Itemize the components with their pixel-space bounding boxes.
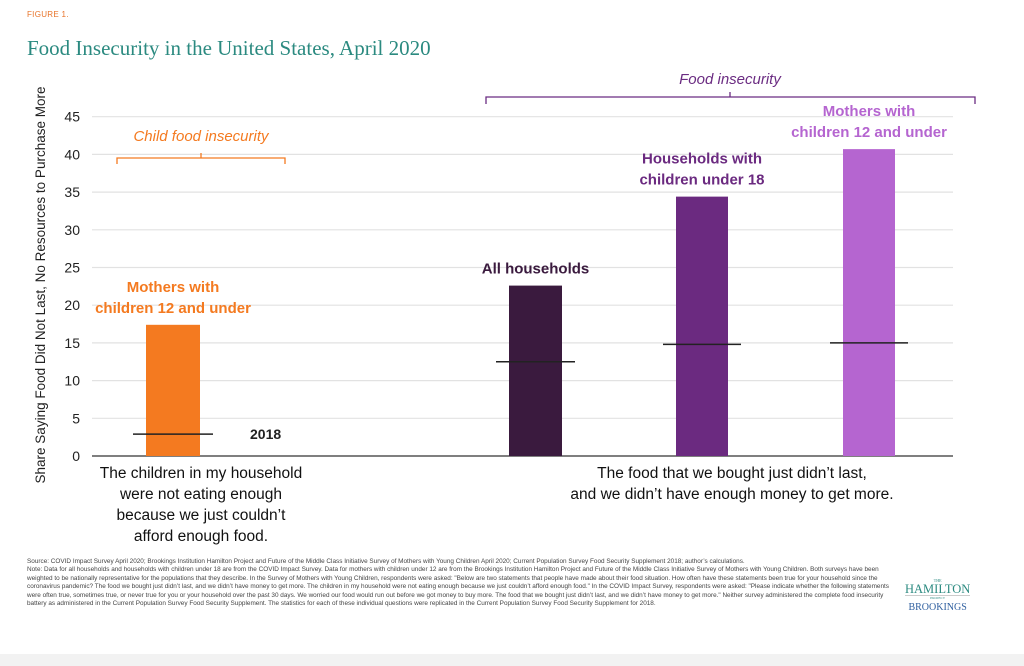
bar (146, 324, 200, 456)
category-label: The children in my household (100, 465, 302, 482)
reference-2018-label: 2018 (250, 426, 281, 442)
logo-project: PROJECT (930, 596, 946, 600)
y-tick-label: 30 (64, 222, 80, 238)
category-label: and we didn’t have enough money to get m… (570, 486, 893, 503)
y-axis-label: Share Saying Food Did Not Last, No Resou… (33, 87, 48, 484)
y-tick-label: 0 (72, 448, 80, 464)
category-label: afford enough food. (134, 528, 268, 545)
y-tick-label: 35 (64, 184, 80, 200)
y-tick-label: 45 (64, 109, 80, 125)
source-note: Source: COVID Impact Survey April 2020; … (27, 558, 745, 565)
bar (843, 149, 895, 456)
bar-label: Households with (642, 151, 762, 168)
bar-label: All households (482, 261, 590, 278)
bar (509, 285, 562, 456)
category-label: The food that we bought just didn’t last… (597, 465, 867, 482)
bracket-food-insecurity (485, 92, 976, 104)
figure-label: FIGURE 1. (27, 10, 69, 19)
chart-title: Food Insecurity in the United States, Ap… (27, 36, 431, 60)
y-tick-label: 40 (64, 146, 80, 162)
bar-label: Mothers with (127, 279, 220, 296)
y-tick-label: 10 (64, 373, 80, 389)
bar-chart: 0 5 10 15 20 25 30 35 40 45 Share Saying Food Did … (33, 71, 976, 545)
y-tick-label: 5 (72, 410, 80, 426)
category-label: were not eating enough (119, 486, 282, 503)
category-label: because we just couldn’t (117, 507, 287, 524)
bracket-label: Child food insecurity (133, 128, 270, 145)
bar-label: Mothers with (823, 103, 916, 120)
bar-label: children 12 and under (95, 300, 251, 317)
methodology-note: Note: Data for all households and househ… (27, 566, 889, 608)
hamilton-brookings-logo: THE HAMILTON PROJECT BROOKINGS (905, 578, 971, 613)
logo-brookings: BROOKINGS (908, 602, 967, 613)
notes: Source: COVID Impact Survey April 2020; … (27, 558, 889, 608)
y-tick-label: 25 (64, 260, 80, 276)
logo-the: THE (933, 578, 942, 583)
bar-label: children 12 and under (791, 124, 947, 141)
bar (676, 196, 728, 456)
bracket-child-food-insecurity (116, 153, 286, 164)
bottom-bar (0, 654, 1024, 666)
y-tick-label: 20 (64, 297, 80, 313)
logo-hamilton: HAMILTON (905, 582, 971, 596)
y-tick-label: 15 (64, 335, 80, 351)
bar-label: children under 18 (639, 172, 764, 189)
bracket-label: Food insecurity (679, 71, 782, 88)
